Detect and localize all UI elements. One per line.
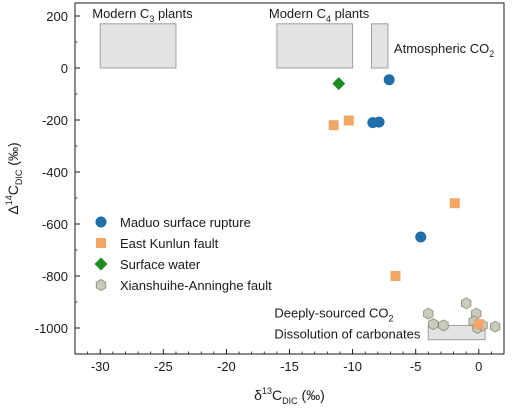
data-point xyxy=(390,271,401,281)
legend-label: Surface water xyxy=(120,257,201,272)
x-tick-label: -5 xyxy=(410,359,422,374)
x-axis-label: δ13CDIC (‰) xyxy=(254,386,325,406)
legend-marker xyxy=(96,238,106,248)
region-boxes: Modern C3 plants Modern C4 plants Atmosphe… xyxy=(92,6,494,341)
y-axis-ticks: 200 0 -200 -400 -600 -800 -1000 xyxy=(35,9,80,355)
region-box xyxy=(99,23,177,69)
annotation-label: Deeply-sourced CO2 xyxy=(274,306,393,324)
y-tick-label: 200 xyxy=(46,9,68,24)
y-tick-label: -200 xyxy=(42,113,68,128)
data-point xyxy=(328,120,339,131)
data-point xyxy=(473,319,484,330)
y-axis-label: Δ14CDIC (‰) xyxy=(4,142,24,214)
data-point xyxy=(438,319,449,332)
data-point xyxy=(489,320,501,333)
x-tick-label: -30 xyxy=(91,359,110,374)
data-points xyxy=(328,74,501,334)
data-point xyxy=(343,115,354,126)
data-point xyxy=(460,297,472,310)
data-point xyxy=(449,198,460,209)
legend-marker xyxy=(95,279,107,291)
x-tick-label: -15 xyxy=(280,359,299,374)
y-tick-label: -1000 xyxy=(35,321,68,336)
annotation-label: Dissolution of carbonates xyxy=(274,326,420,341)
data-point xyxy=(383,74,395,86)
legend-label: Maduo surface rupture xyxy=(120,215,251,230)
legend-marker xyxy=(94,257,108,271)
region-label: Modern C3 plants xyxy=(92,6,193,24)
x-axis-ticks: -30 -25 -20 -15 -10 -5 0 xyxy=(87,349,492,374)
data-point xyxy=(423,307,434,320)
region-box xyxy=(371,23,389,69)
x-tick-label: -10 xyxy=(343,359,362,374)
x-tick-label: -25 xyxy=(154,359,173,374)
y-tick-label: -600 xyxy=(42,217,68,232)
data-point xyxy=(428,318,439,331)
x-tick-label: -20 xyxy=(217,359,236,374)
legend: Maduo surface rupture East Kunlun fault Su… xyxy=(94,215,272,293)
legend-label: Xianshuihe-Anninghe fault xyxy=(120,278,272,293)
legend-label: East Kunlun fault xyxy=(120,236,219,251)
region-box xyxy=(276,23,354,69)
data-point xyxy=(332,77,346,91)
y-tick-label: 0 xyxy=(61,61,68,76)
legend-marker xyxy=(95,216,107,228)
annotations: Deeply-sourced CO2 Dissolution of carbon… xyxy=(274,306,420,342)
y-tick-label: -400 xyxy=(42,165,68,180)
region-label: Atmospheric CO2 xyxy=(394,41,494,59)
region-label: Modern C4 plants xyxy=(269,6,370,24)
data-point xyxy=(373,116,385,128)
data-point xyxy=(415,231,427,243)
y-tick-label: -800 xyxy=(42,269,68,284)
x-tick-label: 0 xyxy=(475,359,482,374)
